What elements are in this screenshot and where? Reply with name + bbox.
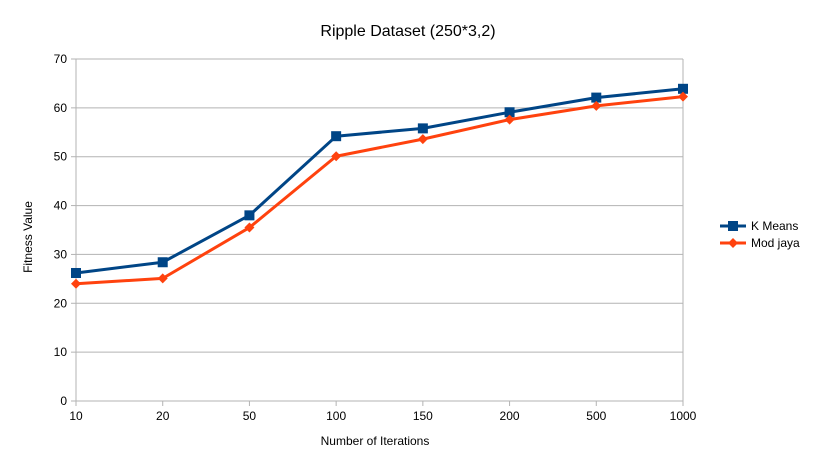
legend-item: Mod jaya xyxy=(720,236,800,250)
y-tick-label: 0 xyxy=(60,394,67,408)
y-tick-label: 10 xyxy=(54,345,68,359)
series-mod-jaya xyxy=(71,91,688,289)
data-point xyxy=(71,267,81,278)
legend-item: K Means xyxy=(720,219,798,233)
data-point xyxy=(591,100,602,111)
series-line xyxy=(75,95,684,286)
data-point xyxy=(157,257,168,268)
y-tick-label: 40 xyxy=(54,199,68,213)
data-point xyxy=(157,273,168,284)
y-tick-labels: 0 10 20 30 40 50 60 70 xyxy=(54,52,68,408)
data-point xyxy=(417,134,428,145)
gridlines xyxy=(76,58,683,353)
x-axis-title: Number of Iterations xyxy=(321,434,430,448)
y-tick-label: 20 xyxy=(54,296,68,310)
x-tick-labels: 10 20 50 100 150 200 500 1000 xyxy=(69,409,696,423)
legend-marker xyxy=(728,221,738,231)
axes xyxy=(71,58,684,406)
data-point xyxy=(417,123,428,134)
y-tick-label: 60 xyxy=(54,101,68,115)
series-line xyxy=(75,87,684,275)
data-point xyxy=(504,114,515,125)
x-tick-label: 200 xyxy=(500,409,520,423)
y-tick-label: 30 xyxy=(54,247,68,261)
y-tick-label: 50 xyxy=(54,150,68,164)
data-point xyxy=(244,210,255,221)
legend-label: Mod jaya xyxy=(751,236,800,250)
data-point xyxy=(71,278,81,289)
data-point xyxy=(591,92,602,103)
data-point xyxy=(244,222,255,233)
data-point xyxy=(331,131,342,142)
x-tick-label: 150 xyxy=(413,409,433,423)
y-axis-title: Fitness Value xyxy=(21,201,35,273)
x-tick-label: 100 xyxy=(326,409,346,423)
data-point xyxy=(331,151,342,162)
data-point xyxy=(504,107,515,118)
x-tick-label: 1000 xyxy=(670,409,697,423)
series-lines xyxy=(71,83,688,289)
legend-label: K Means xyxy=(751,219,798,233)
data-point xyxy=(678,91,688,102)
x-tick-label: 50 xyxy=(243,409,257,423)
legend-marker xyxy=(728,238,738,248)
chart-title: Ripple Dataset (250*3,2) xyxy=(320,23,495,40)
data-point xyxy=(678,83,688,94)
series-k-means xyxy=(71,83,688,278)
x-tick-label: 500 xyxy=(586,409,606,423)
x-tick-label: 20 xyxy=(156,409,170,423)
legend: K Means Mod jaya xyxy=(720,219,800,250)
x-tick-label: 10 xyxy=(69,409,83,423)
y-tick-label: 70 xyxy=(54,52,68,66)
